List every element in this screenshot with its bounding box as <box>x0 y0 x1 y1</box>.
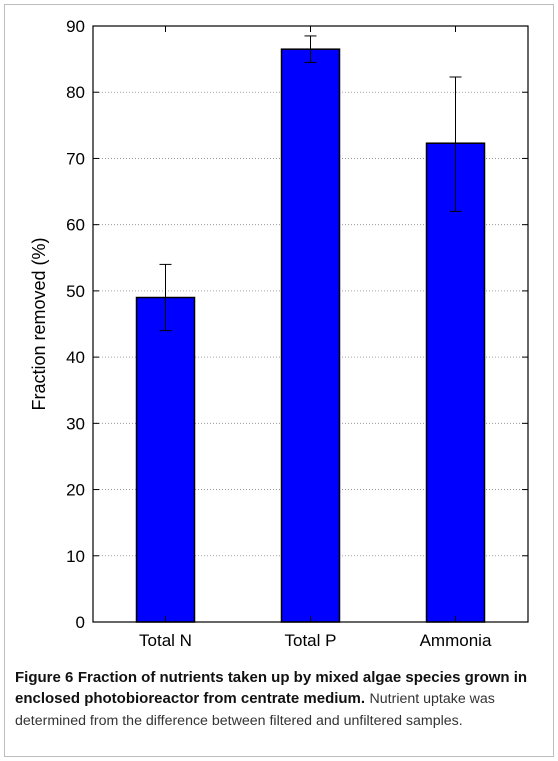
y-tick-label: 0 <box>76 613 85 632</box>
y-tick-label: 80 <box>66 83 85 102</box>
plot-border <box>92 25 529 623</box>
x-tick-label: Ammonia <box>420 631 492 650</box>
figure-label: Figure 6 <box>15 669 74 686</box>
x-tick-label: Total N <box>139 631 192 650</box>
y-tick-label: 40 <box>66 348 85 367</box>
bar-chart: 0 10 20 30 40 50 60 70 80 90 Total N Total P Ammoni… <box>29 17 529 650</box>
y-tick-label: 70 <box>66 149 85 168</box>
bar <box>425 142 486 623</box>
y-tick-label: 10 <box>66 547 85 566</box>
y-tick-label: 30 <box>66 414 85 433</box>
y-tick-label: 50 <box>66 282 85 301</box>
bars <box>135 48 486 623</box>
figure-frame: 0 10 20 30 40 50 60 70 80 90 Total N Total P Ammoni… <box>4 4 554 757</box>
error-bars <box>159 35 462 332</box>
bar <box>135 296 196 623</box>
y-tick-label: 60 <box>66 216 85 235</box>
y-axis-title: Fraction removed (%) <box>29 237 49 410</box>
axes <box>92 25 529 623</box>
bar <box>280 48 341 623</box>
y-tick-label: 20 <box>66 481 85 500</box>
y-tick-labels: 0 10 20 30 40 50 60 70 80 90 <box>66 17 85 632</box>
figure-title: Fraction of nutrients taken up by mixed … <box>15 669 528 707</box>
x-tick-label: Total P <box>285 631 337 650</box>
figure-caption: Figure 6 Fraction of nutrients taken up … <box>15 667 555 732</box>
figure-description: Nutrient uptake was determined from the … <box>15 691 495 729</box>
y-tick-label: 90 <box>66 17 85 36</box>
x-tick-labels: Total N Total P Ammonia <box>139 631 492 650</box>
